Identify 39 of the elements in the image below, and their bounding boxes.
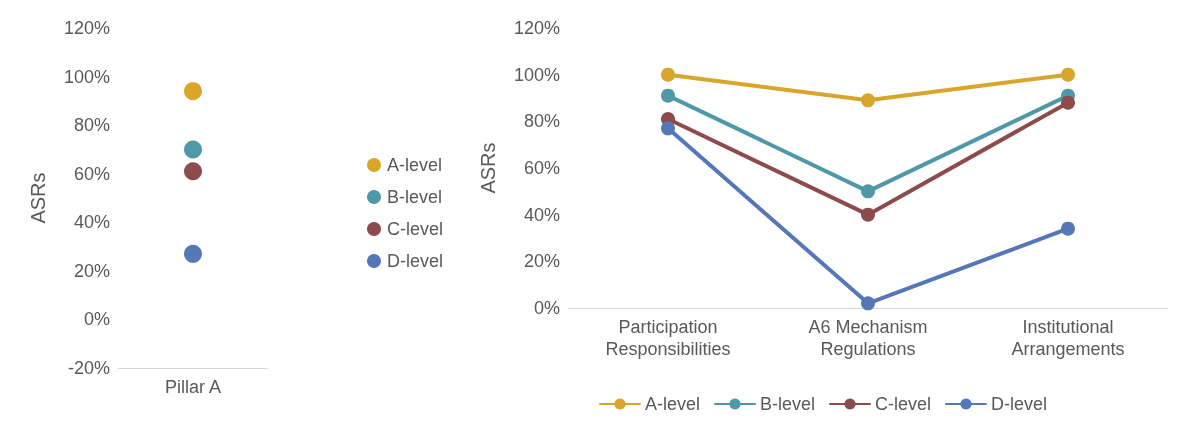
- y-tick-label: 120%: [513, 18, 560, 38]
- y-tick-label: 80%: [523, 111, 560, 132]
- legend-label: B-level: [386, 187, 443, 207]
- legend-label: C-level: [386, 219, 443, 239]
- point: [861, 93, 875, 108]
- point: [861, 184, 875, 199]
- legend-label: B-level: [759, 394, 816, 414]
- legend-label: A-level: [386, 155, 443, 175]
- point: [661, 121, 675, 136]
- point: [861, 207, 875, 222]
- point: [861, 296, 875, 311]
- y-tick-label: 40%: [73, 212, 110, 233]
- x-tick-label: Participation Responsibilities: [605, 317, 731, 359]
- point: [1061, 95, 1075, 110]
- y-tick-label: 0%: [533, 298, 560, 318]
- y-tick-label: 40%: [523, 204, 560, 225]
- legend-label: D-level: [386, 251, 443, 271]
- y-tick-label: 20%: [523, 251, 560, 272]
- y-tick-label: 20%: [73, 260, 110, 281]
- legend-label: D-level: [991, 394, 1048, 414]
- y-tick-label: 120%: [63, 18, 110, 38]
- y-tick-label: 100%: [513, 64, 560, 85]
- point: [1061, 221, 1075, 236]
- y-tick-label: 80%: [73, 115, 110, 136]
- x-tick-label: Pillar A: [164, 377, 222, 397]
- x-tick-label: Institutional Arrangements: [1011, 317, 1125, 359]
- y-tick-label: 100%: [63, 66, 110, 87]
- y-axis-title: ASRs: [477, 142, 499, 194]
- point: [661, 88, 675, 103]
- y-axis-title: ASRs: [27, 172, 49, 224]
- x-tick-label: A6 Mechanism Regulations: [808, 317, 928, 359]
- y-tick-label: 60%: [73, 163, 110, 184]
- legend-label: A-level: [644, 394, 700, 414]
- y-tick-label: -20%: [67, 358, 110, 378]
- point: [1061, 67, 1075, 82]
- point: [661, 67, 675, 82]
- legend-label: C-level: [875, 394, 932, 414]
- y-tick-label: 60%: [523, 158, 560, 178]
- y-tick-label: 0%: [83, 309, 110, 330]
